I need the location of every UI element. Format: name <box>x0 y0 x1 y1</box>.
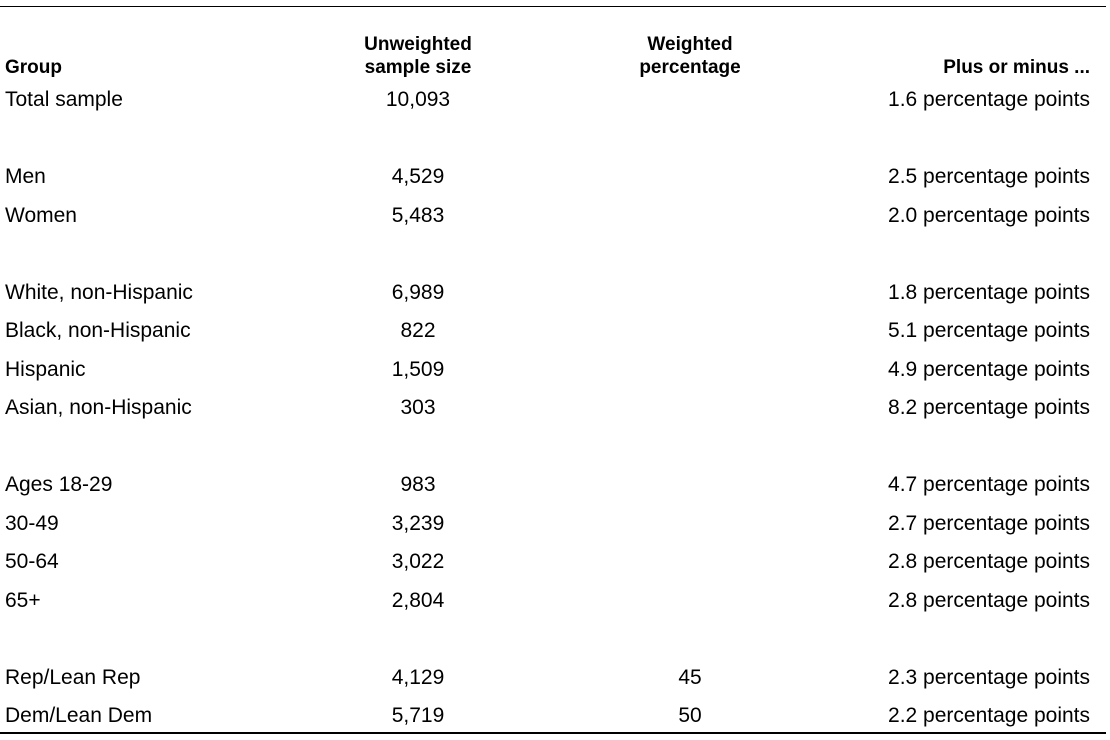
group-cell: 65+ <box>5 588 41 612</box>
group-cell: Hispanic <box>5 357 86 381</box>
moe-cell: 2.0 percentage points <box>888 203 1090 227</box>
group-cell: Total sample <box>5 88 123 111</box>
group-cell: Rep/Lean Rep <box>5 665 141 689</box>
sample-size-cell: 4,529 <box>391 165 445 188</box>
header-moe: Plus or minus ... <box>943 57 1090 78</box>
sample-size-cell: 3,239 <box>391 511 445 535</box>
moe-cell: 2.7 percentage points <box>888 511 1090 535</box>
top-rule <box>0 6 1106 7</box>
moe-cell: 5.1 percentage points <box>888 319 1090 342</box>
group-cell: Ages 18-29 <box>5 473 113 496</box>
moe-cell: 8.2 percentage points <box>888 396 1090 419</box>
sample-size-cell: 6,989 <box>391 280 445 304</box>
moe-cell: 2.8 percentage points <box>888 588 1090 612</box>
moe-cell: 1.8 percentage points <box>888 280 1090 304</box>
group-cell: 50-64 <box>5 550 59 573</box>
moe-cell: 2.8 percentage points <box>888 550 1090 573</box>
moe-cell: 4.9 percentage points <box>888 357 1090 381</box>
header-group: Group <box>5 57 62 78</box>
group-cell: Women <box>5 203 77 227</box>
bottom-rule <box>0 732 1106 734</box>
header-sample-size: Unweighted sample size <box>364 34 472 78</box>
moe-cell: 2.5 percentage points <box>888 165 1090 188</box>
weighted-cell: 45 <box>678 665 702 689</box>
group-cell: Black, non-Hispanic <box>5 319 191 342</box>
group-cell: Men <box>5 165 46 188</box>
group-cell: 30-49 <box>5 511 59 535</box>
group-cell: Asian, non-Hispanic <box>5 396 192 419</box>
sample-size-cell: 303 <box>400 396 436 419</box>
header-weighted: Weighted percentage <box>639 34 741 78</box>
group-cell: White, non-Hispanic <box>5 280 193 304</box>
sample-size-cell: 3,022 <box>391 550 445 573</box>
sample-size-cell: 1,509 <box>391 357 445 381</box>
weighted-cell: 50 <box>678 704 702 727</box>
sample-size-cell: 822 <box>400 319 436 342</box>
sample-size-cell: 2,804 <box>391 588 445 612</box>
sample-size-cell: 5,719 <box>391 704 445 727</box>
moe-cell: 2.3 percentage points <box>888 665 1090 689</box>
sample-size-cell: 10,093 <box>385 88 451 111</box>
moe-cell: 1.6 percentage points <box>888 88 1090 111</box>
sample-size-cell: 5,483 <box>391 203 445 227</box>
group-cell: Dem/Lean Dem <box>5 704 153 727</box>
sample-size-cell: 983 <box>400 473 436 496</box>
moe-cell: 4.7 percentage points <box>888 473 1090 496</box>
moe-cell: 2.2 percentage points <box>888 704 1090 727</box>
sample-size-cell: 4,129 <box>391 665 445 689</box>
